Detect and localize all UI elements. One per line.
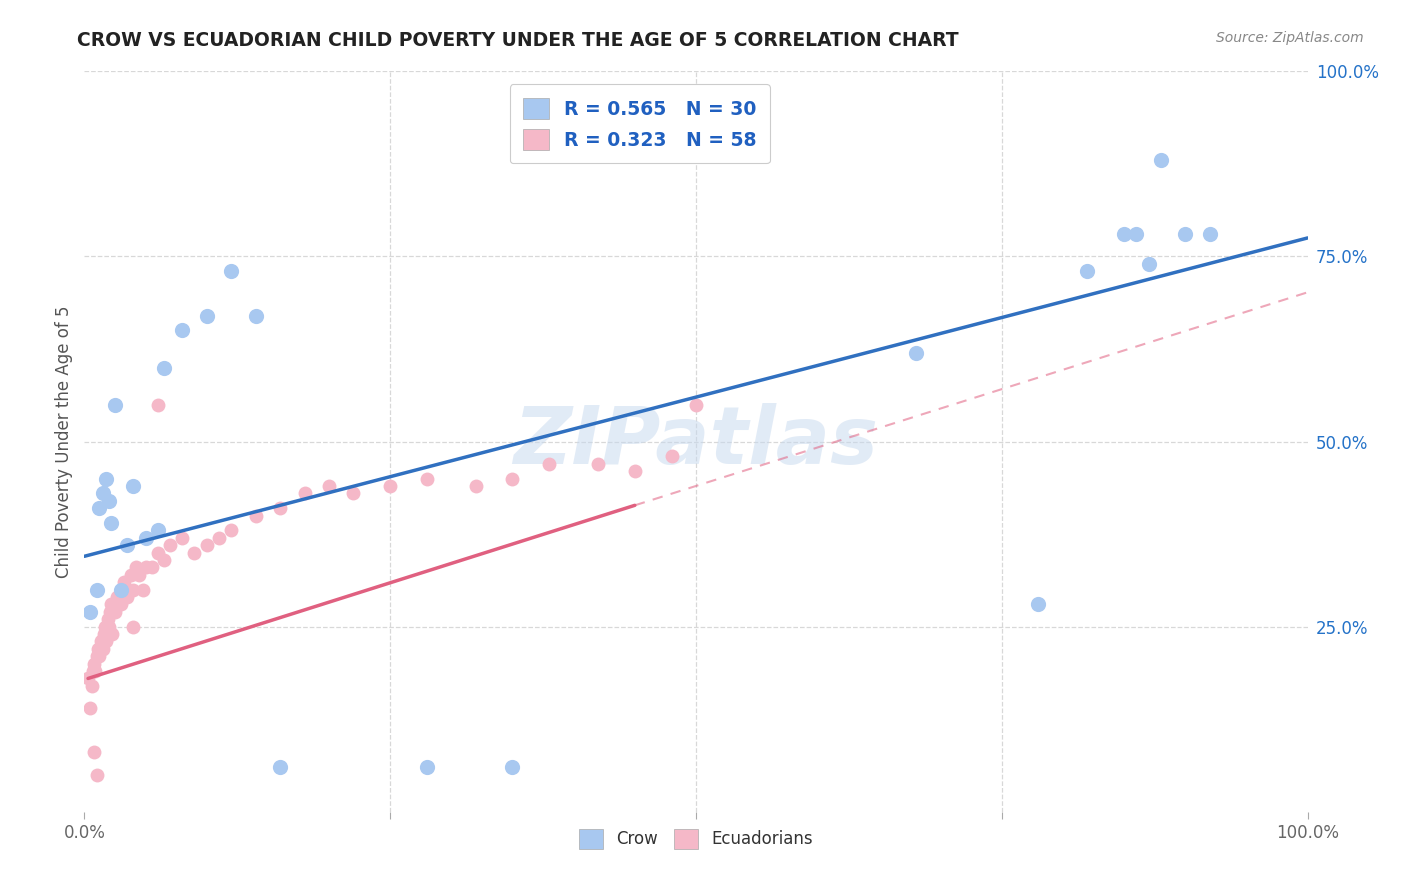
Point [245,309,267,323]
Point [294,486,316,500]
Point [91,486,114,500]
Point [101,627,124,641]
Text: CROW VS ECUADORIAN CHILD POVERTY UNDER THE AGE OF 5 CORRELATION CHART: CROW VS ECUADORIAN CHILD POVERTY UNDER T… [77,31,959,50]
Point [90,634,112,648]
Point [83,657,105,671]
Point [84,664,107,678]
Point [135,560,157,574]
Point [86,649,108,664]
Point [79,605,101,619]
Point [538,457,561,471]
Point [208,531,231,545]
Point [318,479,340,493]
Y-axis label: Child Poverty Under the Age of 5: Child Poverty Under the Age of 5 [55,305,73,578]
Point [115,590,138,604]
Point [79,701,101,715]
Point [269,760,291,774]
Point [87,649,110,664]
Point [146,546,169,560]
Point [172,531,194,545]
Point [1174,227,1197,242]
Point [104,398,127,412]
Point [146,524,169,538]
Legend: Crow, Ecuadorians: Crow, Ecuadorians [572,822,820,855]
Point [89,641,111,656]
Text: Source: ZipAtlas.com: Source: ZipAtlas.com [1216,31,1364,45]
Point [1076,264,1098,278]
Point [87,501,110,516]
Point [464,479,486,493]
Point [96,471,118,485]
Point [153,360,176,375]
Point [100,516,122,530]
Point [115,538,138,552]
Point [146,398,169,412]
Point [87,641,110,656]
Point [195,538,218,552]
Point [1198,227,1220,242]
Point [135,531,157,545]
Point [82,664,104,678]
Point [97,493,120,508]
Point [1150,153,1173,168]
Point [93,627,115,641]
Point [132,582,155,597]
Point [661,450,683,464]
Point [342,486,364,500]
Point [219,264,242,278]
Point [502,471,524,485]
Point [120,567,142,582]
Point [905,345,928,359]
Point [97,619,120,633]
Point [122,479,145,493]
Point [125,560,148,574]
Point [97,612,120,626]
Text: ZIPatlas: ZIPatlas [513,402,879,481]
Point [153,553,176,567]
Point [172,324,194,338]
Point [122,619,145,633]
Point [141,560,163,574]
Point [159,538,181,552]
Point [110,582,132,597]
Point [416,760,439,774]
Point [77,672,100,686]
Point [219,524,242,538]
Point [104,605,127,619]
Point [380,479,402,493]
Point [94,619,117,633]
Point [1114,227,1136,242]
Point [685,398,707,412]
Point [1137,257,1160,271]
Point [80,679,103,693]
Point [245,508,267,523]
Point [195,309,218,323]
Point [1028,598,1050,612]
Point [502,760,524,774]
Point [98,605,121,619]
Point [416,471,439,485]
Point [624,464,647,478]
Point [83,746,105,760]
Point [91,641,114,656]
Point [86,767,108,781]
Point [110,598,132,612]
Point [96,634,118,648]
Point [269,501,291,516]
Point [183,546,205,560]
Point [1125,227,1147,242]
Point [112,575,135,590]
Point [86,582,108,597]
Point [128,567,150,582]
Point [122,582,145,597]
Point [100,598,122,612]
Point [105,590,128,604]
Point [586,457,609,471]
